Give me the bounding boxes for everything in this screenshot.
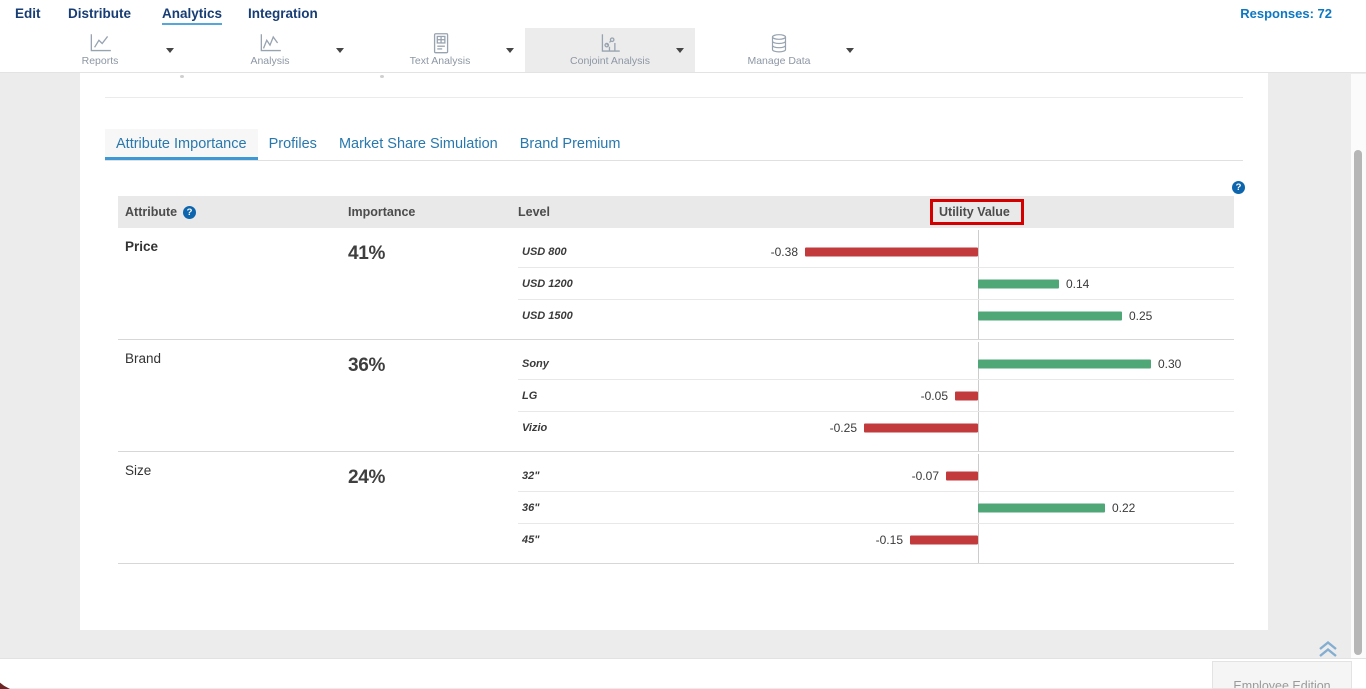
attribute-help-icon[interactable]: ? [183,206,197,219]
scroll-to-top-button[interactable] [1316,640,1340,658]
top-nav: Edit Distribute Analytics Integration Re… [0,0,1366,28]
tab-market-share-simulation[interactable]: Market Share Simulation [338,136,498,152]
utility-value-label: 0.25 [1129,309,1153,323]
level-row: 36" 0.22 [518,492,1234,524]
clipped-content-fragment [180,75,184,78]
level-row: 32" -0.07 [518,460,1234,492]
nav-item-integration[interactable]: Integration [248,6,318,21]
toolbar-reports-button[interactable]: Reports [30,32,170,67]
help-icon: ? [1232,181,1245,194]
level-label: 32" [522,470,540,482]
level-rows: USD 800 -0.38 USD 1200 0.14 USD 1500 0.25 [518,236,1234,332]
level-row: USD 1200 0.14 [518,268,1234,300]
level-column-header: Level [518,205,550,219]
utility-table: Attribute? Importance Level Utility Valu… [118,196,1234,564]
nav-item-edit[interactable]: Edit [15,6,41,21]
level-label: 45" [522,534,540,546]
footer-bar: Employee Edition [0,658,1366,689]
scrollbar-thumb[interactable] [1354,150,1362,655]
section-help-button[interactable]: ? [1232,177,1245,195]
level-row: USD 1500 0.25 [518,300,1234,332]
text-analysis-document-icon [370,32,510,55]
utility-value-label: 0.30 [1158,357,1182,371]
utility-bar [946,471,978,480]
level-label: USD 1200 [522,278,573,290]
analysis-dropdown-caret[interactable] [336,48,344,53]
red-annotation-box: Utility Value [930,199,1024,225]
utility-value-label: 0.14 [1066,277,1090,291]
attribute-group-row: Price 41% USD 800 -0.38 USD 1200 0.14 USD 15… [118,228,1234,340]
utility-value-label: -0.38 [770,245,798,259]
utility-bar [805,247,978,256]
utility-value-label: -0.25 [829,421,857,435]
conjoint-analysis-dropdown-caret[interactable] [676,48,684,53]
text-analysis-dropdown-caret[interactable] [506,48,514,53]
utility-bar [978,279,1059,288]
utility-bar [910,535,978,545]
attribute-group-row: Size 24% 32" -0.07 36" 0.22 45" -0.15 [118,452,1234,564]
toolbar-text-analysis-button[interactable]: Text Analysis [370,32,510,67]
importance-column-header: Importance [348,205,416,219]
utility-bar [955,391,978,400]
level-row: USD 800 -0.38 [518,236,1234,268]
utility-bar [978,359,1151,368]
conjoint-analysis-panel: Attribute Importance Profiles Market Sha… [80,73,1268,630]
utility-value-column-header: Utility Value [939,205,1010,219]
attribute-groups: Price 41% USD 800 -0.38 USD 1200 0.14 USD 15… [118,228,1234,564]
database-icon [709,32,849,55]
manage-data-dropdown-caret[interactable] [846,48,854,53]
level-label: LG [522,390,538,402]
utility-bar [978,503,1105,512]
clipped-content-fragment [380,75,384,78]
utility-bar [864,423,978,433]
utility-value-label: -0.15 [875,533,903,547]
level-rows: 32" -0.07 36" 0.22 45" -0.15 [518,460,1234,556]
scrollbar-track[interactable] [1351,74,1366,658]
level-label: Sony [522,358,549,370]
toolbar-analysis-button[interactable]: Analysis [200,32,340,67]
attribute-name: Price [125,239,159,254]
attribute-group-row: Brand 36% Sony 0.30 LG -0.05 Vizio -0.25 [118,340,1234,452]
zero-axis-line [978,342,979,451]
utility-value-label: 0.22 [1112,501,1136,515]
nav-item-distribute[interactable]: Distribute [68,6,132,21]
responses-count-link[interactable]: Responses: 72 [1240,6,1332,21]
level-row: LG -0.05 [518,380,1234,412]
reports-line-chart-icon [30,32,170,55]
analysis-line-chart-icon [200,32,340,55]
level-label: Vizio [522,422,548,434]
analytics-toolbar: Reports Analysis Text Analysis [0,28,1366,73]
tab-attribute-importance[interactable]: Attribute Importance [105,129,258,160]
double-chevron-up-icon [1316,640,1340,662]
level-row: Sony 0.30 [518,348,1234,380]
toolbar-manage-data-button[interactable]: Manage Data [709,32,849,67]
attribute-name: Size [125,463,152,478]
conjoint-tabs: Attribute Importance Profiles Market Sha… [105,129,1243,161]
table-header-row: Attribute? Importance Level Utility Valu… [118,196,1234,228]
utility-bar [978,311,1122,321]
attribute-name: Brand [125,351,162,366]
level-row: 45" -0.15 [518,524,1234,556]
level-label: 36" [522,502,540,514]
section-divider [105,97,1243,98]
level-row: Vizio -0.25 [518,412,1234,444]
utility-value-label: -0.07 [911,469,939,483]
reports-dropdown-caret[interactable] [166,48,174,53]
utility-value-label: -0.05 [920,389,948,403]
attribute-importance: 41% [348,243,386,264]
edition-badge: Employee Edition [1212,661,1352,689]
conjoint-analysis-chart-icon [540,32,680,55]
toolbar-conjoint-analysis-button[interactable]: Conjoint Analysis [540,32,680,67]
nav-item-analytics[interactable]: Analytics [162,0,223,27]
tab-brand-premium[interactable]: Brand Premium [519,136,621,152]
attribute-column-header: Attribute? [125,196,197,228]
attribute-importance: 24% [348,467,386,488]
level-rows: Sony 0.30 LG -0.05 Vizio -0.25 [518,348,1234,444]
tab-profiles[interactable]: Profiles [268,136,317,152]
attribute-importance: 36% [348,355,386,376]
level-label: USD 1500 [522,310,573,322]
level-label: USD 800 [522,246,567,258]
